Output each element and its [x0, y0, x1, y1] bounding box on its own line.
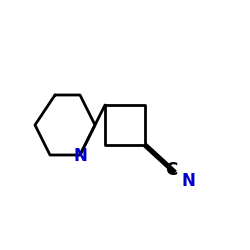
Text: N: N	[73, 147, 87, 165]
Text: N: N	[182, 172, 196, 190]
Text: C: C	[165, 161, 177, 179]
